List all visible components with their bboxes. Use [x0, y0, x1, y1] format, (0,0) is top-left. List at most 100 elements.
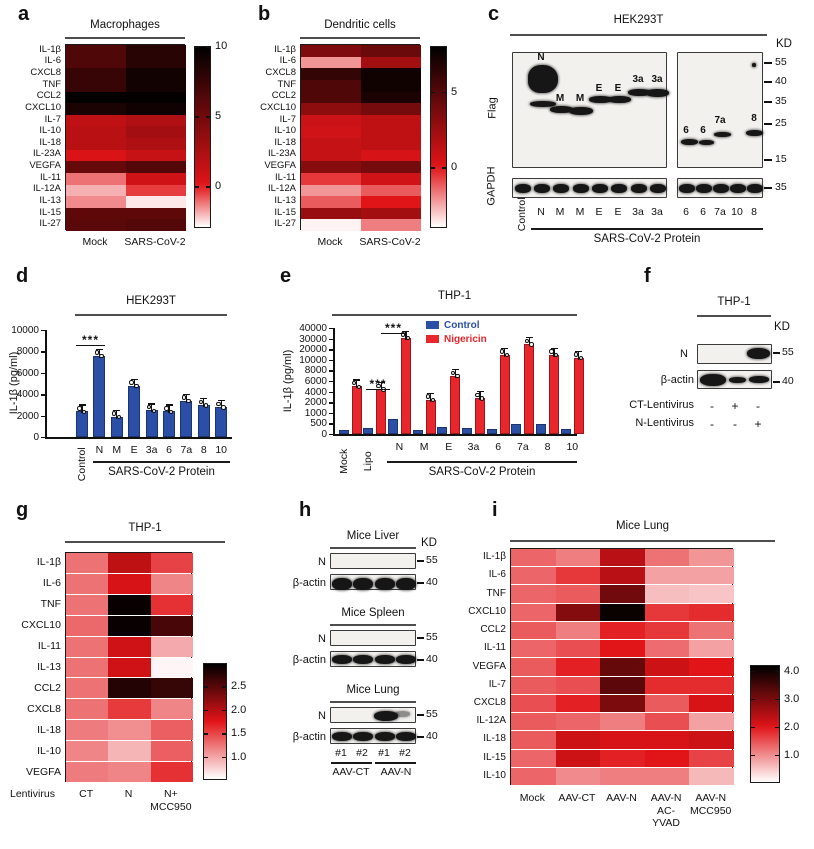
- heatmap-cell: [66, 103, 126, 115]
- panel-d-group-label: SARS-CoV-2 Protein: [108, 466, 215, 478]
- y-tick-label: 30000: [299, 333, 327, 345]
- bar-E: [128, 385, 141, 437]
- heatmap-row-label: IL-6: [42, 577, 61, 590]
- band-annotation: 3a: [632, 74, 644, 85]
- data-point: [351, 381, 357, 386]
- panel-h-bactin-blot: [330, 728, 416, 744]
- heatmap-cell: [66, 553, 109, 573]
- heatmap-cell: [511, 567, 556, 585]
- colorbar-tick-mark: [195, 186, 199, 188]
- colorbar-tick-mark: [204, 686, 208, 688]
- heatmap-row-label: IL-10: [274, 125, 296, 137]
- panel-h-n-blot: [330, 553, 416, 569]
- legend-swatch: [426, 335, 439, 343]
- heatmap-cell: [66, 91, 126, 104]
- x-category-label: E: [130, 444, 138, 456]
- error-bar: [504, 347, 506, 357]
- panel-e-group-rule: [387, 461, 577, 463]
- panel-h-lane-label: #2: [399, 747, 411, 759]
- band: [646, 89, 669, 97]
- y-tick-mark: [41, 415, 45, 417]
- heatmap-cell: [600, 676, 645, 694]
- error-bar: [150, 403, 153, 413]
- data-point: [356, 384, 361, 389]
- heatmap-cell: [150, 657, 193, 678]
- heatmap-row-label: CXCL10: [468, 605, 506, 617]
- panel-c-marker-dash: [764, 62, 772, 64]
- panel-c-marker-label: 25: [775, 117, 787, 129]
- data-point: [475, 392, 480, 398]
- panel-c-lane-label: M: [575, 206, 585, 218]
- heatmap-col-label: Mock: [82, 236, 108, 248]
- heatmap-cell: [66, 762, 109, 782]
- heatmap-row-label: IL-11: [37, 640, 61, 653]
- heatmap-cell: [689, 749, 734, 767]
- heatmap-col-label: SARS-CoV-2: [124, 236, 186, 248]
- data-point: [401, 332, 406, 337]
- panel-c-lane-label: Control: [515, 197, 528, 232]
- heatmap-cell: [511, 694, 556, 713]
- y-tick-mark: [329, 370, 333, 372]
- y-tick-mark: [329, 349, 333, 351]
- panel-c-flag-label: Flag: [486, 97, 499, 119]
- panel-c-lane-label: E: [614, 206, 622, 218]
- data-point: [578, 355, 584, 361]
- band: [730, 184, 746, 193]
- error-bar: [81, 404, 83, 414]
- data-point: [77, 406, 82, 411]
- panel-h-n-label: N: [318, 633, 326, 645]
- heatmap-cell: [555, 567, 601, 585]
- band: [396, 732, 416, 741]
- heatmap-cell: [126, 207, 186, 220]
- bar-M: [110, 416, 123, 437]
- heatmap-row-label: VEGFA: [25, 765, 61, 778]
- x-category-label: N: [395, 441, 404, 453]
- heatmap-cell: [126, 68, 186, 80]
- significance-stars: ***: [81, 333, 99, 347]
- legend-item-nigericin: Nigericin: [426, 335, 487, 345]
- panel-h-title-rule: [330, 624, 416, 626]
- error-bar: [553, 347, 555, 357]
- heatmap-cell: [108, 678, 151, 699]
- heatmap-cell: [301, 68, 361, 80]
- panel-c-group-label: SARS-CoV-2 Protein: [593, 233, 701, 245]
- heatmap-cell: [644, 676, 690, 694]
- heatmap-row-label: IL-18: [483, 733, 506, 745]
- panel-f-ct-lentivirus-value: -: [756, 399, 760, 413]
- heatmap-cell: [600, 731, 645, 749]
- colorbar-tick-label: 0: [215, 180, 222, 192]
- panel-c-lane-label: N: [537, 206, 545, 218]
- colorbar-tick-label: 3.0: [784, 692, 800, 705]
- panel-e-letter: e: [280, 265, 292, 287]
- data-point: [186, 398, 191, 404]
- y-tick-label: 2000: [16, 410, 39, 422]
- heatmap-row-label: VEGFA: [264, 160, 296, 172]
- heatmap-cell: [66, 219, 126, 231]
- heatmap-cell: [361, 149, 421, 162]
- heatmap-row-label: IL-10: [37, 744, 61, 757]
- heatmap-cell: [66, 699, 109, 720]
- heatmap-cell: [689, 585, 734, 603]
- bar-6: [163, 411, 175, 437]
- heatmap-cell: [361, 114, 421, 127]
- colorbar-i: [750, 665, 780, 783]
- band: [679, 184, 695, 193]
- heatmap-cell: [555, 694, 601, 713]
- panel-h-marker-label: 55: [426, 554, 438, 566]
- heatmap-cell: [301, 138, 361, 150]
- heatmap-row-label: IL-1β: [36, 556, 61, 569]
- error-bar: [168, 404, 170, 414]
- heatmap-row-label: CXCL8: [30, 67, 61, 79]
- heatmap-cell: [150, 636, 193, 657]
- heatmap-row-label: IL-7: [488, 678, 506, 690]
- heatmap-cell: [555, 731, 601, 749]
- legend-label: Nigericin: [444, 334, 487, 345]
- heatmap-cell: [150, 762, 193, 782]
- heatmap-row-label: CCL2: [36, 90, 61, 102]
- heatmap-cell: [66, 573, 109, 594]
- heatmap-row-label: TNF: [486, 587, 506, 599]
- panel-c-marker-label: 35: [775, 95, 787, 107]
- band: [553, 184, 569, 193]
- heatmap-cell: [108, 720, 151, 741]
- bar-Nigericin: [499, 354, 510, 434]
